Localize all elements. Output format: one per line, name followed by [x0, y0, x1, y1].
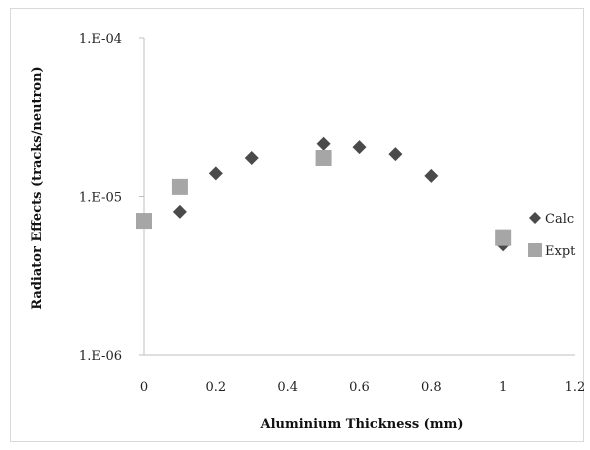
- y-tick-labels: 1.E-06 1.E-05 1.E-04: [79, 32, 122, 364]
- x-axis-title: Aluminium Thickness (mm): [260, 417, 464, 432]
- calc-point: [388, 147, 403, 162]
- y-tick-label: 1.E-05: [79, 191, 122, 206]
- y-tick-marks: [139, 37, 144, 356]
- data-points: [136, 136, 512, 252]
- calc-point: [172, 204, 187, 219]
- expt-point: [315, 149, 332, 166]
- x-tick-label: 0.6: [349, 380, 370, 395]
- x-tick-label: 0: [140, 380, 148, 395]
- calc-point: [244, 150, 259, 165]
- x-tick-label: 0.2: [205, 380, 226, 395]
- x-tick-label: 0.4: [277, 380, 298, 395]
- legend: Calc Expt: [528, 212, 576, 259]
- calc-point: [316, 136, 331, 151]
- expt-point: [136, 213, 152, 230]
- calc-point: [352, 140, 367, 155]
- axes: [143, 38, 575, 356]
- expt-point: [495, 229, 512, 246]
- expt-point: [171, 178, 188, 195]
- calc-point: [424, 168, 439, 183]
- x-tick-labels: 0 0.2 0.4 0.6 0.8 1 1.2: [140, 380, 585, 395]
- y-tick-label: 1.E-04: [79, 32, 122, 47]
- chart-frame: [10, 8, 584, 442]
- legend-label: Expt: [545, 244, 576, 259]
- legend-marker-calc: [529, 212, 541, 224]
- y-axis-title: Radiator Effects (tracks/neutron): [30, 66, 45, 309]
- x-tick-label: 1.2: [565, 380, 586, 395]
- legend-label: Calc: [545, 212, 574, 227]
- legend-marker-expt: [528, 243, 542, 257]
- y-tick-label: 1.E-06: [79, 349, 122, 364]
- x-tick-label: 1: [499, 380, 507, 395]
- calc-point: [208, 166, 223, 181]
- x-tick-label: 0.8: [421, 380, 442, 395]
